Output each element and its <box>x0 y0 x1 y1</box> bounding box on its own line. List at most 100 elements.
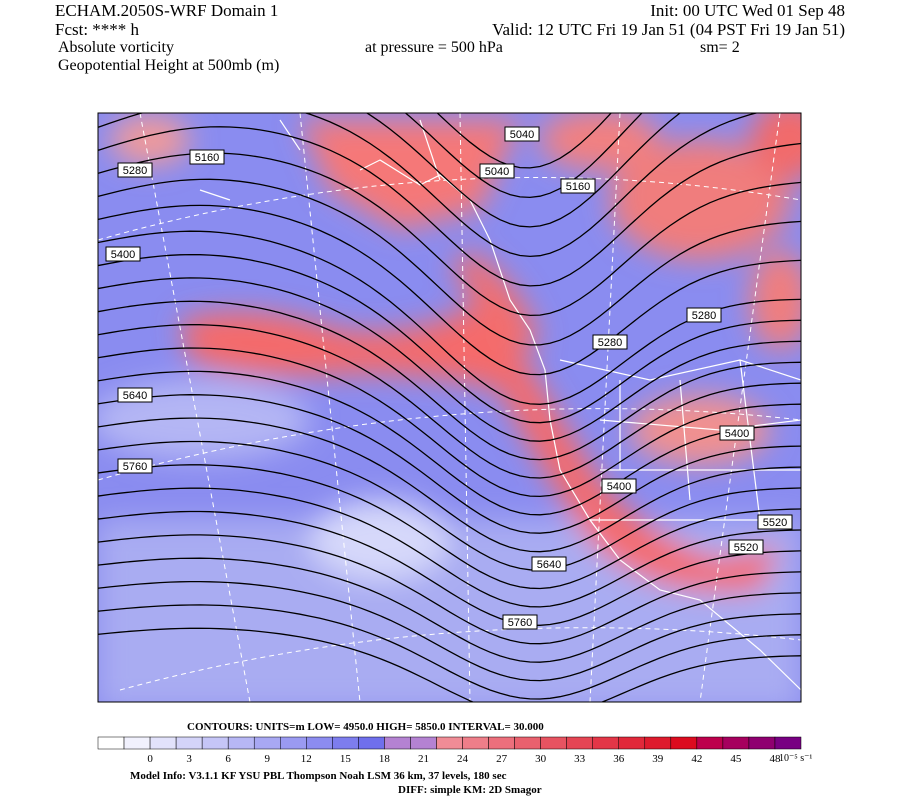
contour-label: 5280 <box>692 310 716 322</box>
contour-label: 5280 <box>598 337 622 349</box>
contour-label: 5520 <box>734 542 758 554</box>
smoothing: sm= 2 <box>700 39 740 56</box>
map-frame <box>97 112 802 703</box>
model-info: Model Info: V3.1.1 KF YSU PBL Thompson N… <box>130 770 507 782</box>
contour-label-box <box>117 458 153 474</box>
colorbar-cell <box>540 736 567 750</box>
contour-label: 5760 <box>508 617 532 629</box>
forecast-hour: Fcst: **** h <box>55 20 140 39</box>
colorbar-tick-label: 6 <box>225 753 231 765</box>
contour-line <box>98 126 801 287</box>
contour-line <box>98 300 801 461</box>
contour-label-box <box>189 149 225 165</box>
colorbar-cell <box>696 736 724 750</box>
contour-label: 5400 <box>111 249 135 261</box>
colorbar-tick-label: 15 <box>340 753 352 765</box>
colorbar-cell <box>722 736 750 750</box>
contour-label: 5040 <box>485 166 509 178</box>
colorbar-cell <box>410 736 437 750</box>
contour-line <box>98 464 801 590</box>
colorbar-tick-label: 33 <box>574 753 586 765</box>
overlay-name: Geopotential Height at 500mb (m) <box>58 57 279 74</box>
contour-line <box>98 347 801 498</box>
colorbar-cell <box>253 736 281 750</box>
contour-line <box>404 113 643 199</box>
contour-line <box>98 440 801 571</box>
colorbar-cell <box>332 736 359 750</box>
colorbar-tick-label: 36 <box>613 753 625 765</box>
contour-line <box>98 417 801 553</box>
vorticity-field <box>98 113 801 702</box>
colorbar-tick-label: 0 <box>147 753 153 765</box>
contour-label: 5400 <box>607 481 631 493</box>
contour-line <box>98 487 801 608</box>
colorbar-cell <box>227 736 255 750</box>
colorbar-cell <box>566 736 593 750</box>
contour-label: 5280 <box>123 165 147 177</box>
contour-line <box>98 178 801 346</box>
colorbar-tick-label: 30 <box>535 753 547 765</box>
diff-info: DIFF: simple KM: 2D Smagor <box>398 784 542 796</box>
contour-line <box>98 113 759 258</box>
colorbar-cell <box>644 736 672 750</box>
model-title: ECHAM.2050S-WRF Domain 1 <box>55 1 278 20</box>
colorbar-cell <box>592 736 619 750</box>
contour-info: CONTOURS: UNITS=m LOW= 4950.0 HIGH= 5850… <box>187 721 544 733</box>
contour-line <box>365 113 682 228</box>
colorbar-tick-label: 18 <box>379 753 391 765</box>
colorbar-cell <box>384 736 411 750</box>
colorbar-cell <box>123 736 151 750</box>
contour-line <box>98 370 801 516</box>
init-time: Init: 00 UTC Wed 01 Sep 48 <box>650 1 845 20</box>
colorbar-tick-label: 27 <box>496 753 508 765</box>
colorbar-cell <box>462 736 489 750</box>
contour-line <box>98 277 801 442</box>
contour-line <box>98 324 801 479</box>
colorbar-cell <box>201 736 229 750</box>
contour-label-box <box>686 307 722 323</box>
colorbar-tick-label: 24 <box>457 753 469 765</box>
contour-line <box>98 557 801 663</box>
colorbar-tick-label: 3 <box>186 753 192 765</box>
contour-labels: 5280 5160 5040 5040 5160 5400 5280 5280 5640 5400… <box>105 126 793 630</box>
contour-line <box>98 204 801 376</box>
contour-label: 5160 <box>195 152 219 164</box>
colorbar-cell <box>358 736 385 750</box>
contour-label-box <box>479 163 515 179</box>
colorbar-cell <box>149 736 177 750</box>
contour-line <box>98 510 801 626</box>
contour-line <box>98 627 801 702</box>
contour-line <box>98 253 801 424</box>
colorbar-cell <box>514 736 541 750</box>
map-area: 5280 5160 5040 5040 5160 5400 5280 5280 5640 5400… <box>98 113 801 702</box>
field-name: Absolute vorticity <box>58 39 174 56</box>
contour-label: 5160 <box>566 181 590 193</box>
contour-label-box <box>592 334 628 350</box>
pressure-level: at pressure = 500 hPa <box>365 39 503 56</box>
contour-label: 5520 <box>763 517 787 529</box>
contour-label-box <box>105 246 141 262</box>
colorbar-tick-label: 48 <box>769 753 781 765</box>
contour-line <box>98 534 801 645</box>
contour-line <box>98 604 801 700</box>
colorbar-tick-label: 42 <box>691 753 702 765</box>
colorbar-units: 10⁻⁵ s⁻¹ <box>779 753 812 764</box>
contour-label-box <box>560 178 596 194</box>
colorbar-cell <box>436 736 463 750</box>
colorbar-cell <box>774 736 802 750</box>
colorbar-cell <box>280 736 307 750</box>
contour-label-box <box>757 514 793 530</box>
contour-label-box <box>728 539 764 555</box>
colorbar-cell <box>618 736 646 750</box>
contour-label-box <box>117 387 153 403</box>
contour-line <box>98 394 801 534</box>
colorbar-tick-label: 45 <box>730 753 742 765</box>
colorbar-tick-label: 39 <box>652 753 664 765</box>
colorbar-cell <box>670 736 698 750</box>
colorbar-tick-label: 12 <box>301 753 312 765</box>
colorbar-cell <box>306 736 333 750</box>
contour-label: 5640 <box>123 390 147 402</box>
